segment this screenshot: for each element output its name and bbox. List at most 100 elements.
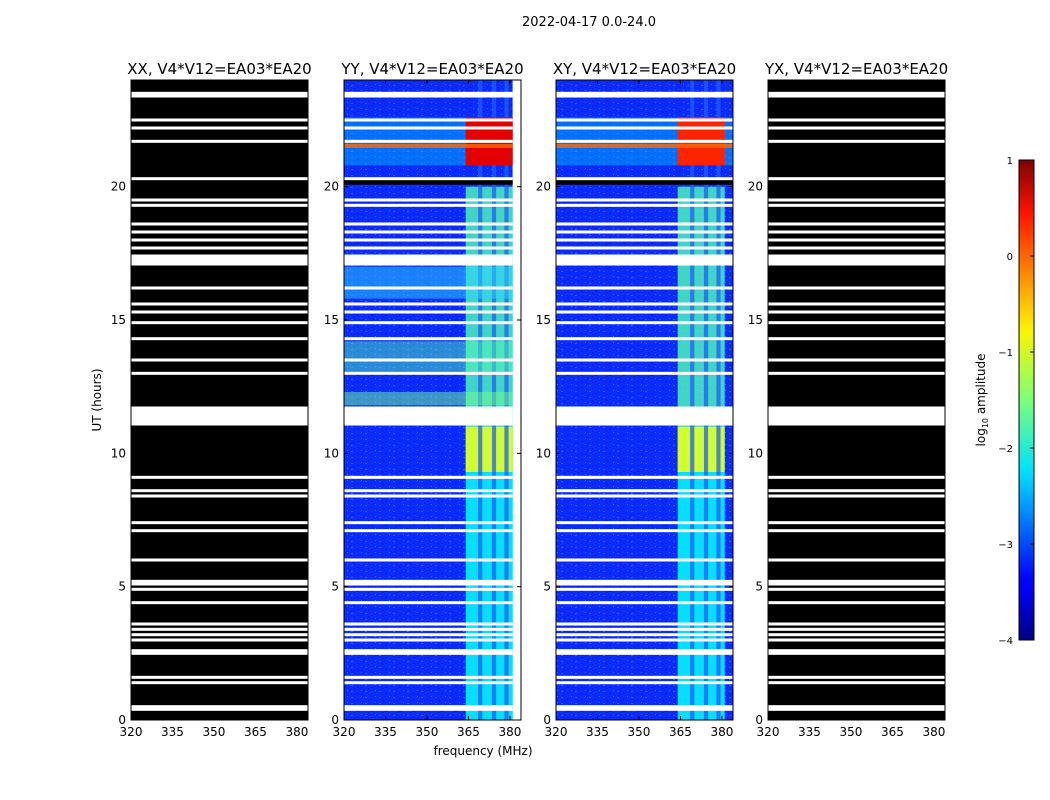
flagged-row	[131, 126, 308, 130]
flagged-row	[556, 422, 733, 426]
flagged-row	[556, 521, 733, 525]
flagged-row	[344, 302, 513, 306]
flagged-row	[344, 489, 513, 493]
flagged-row	[344, 91, 513, 95]
flagged-row	[768, 419, 945, 423]
flagged-row	[556, 302, 733, 306]
y-tick-label: 20	[536, 180, 551, 194]
flagged-row	[556, 633, 733, 637]
flagged-row	[768, 126, 945, 130]
flagged-row	[344, 627, 513, 631]
flagged-row	[131, 707, 308, 711]
flagged-row	[131, 681, 308, 685]
flagged-row	[556, 622, 733, 626]
warm-band	[344, 392, 513, 406]
flagged-row	[556, 371, 733, 375]
flagged-row	[768, 638, 945, 642]
flagged-row	[344, 337, 513, 341]
flagged-row	[344, 371, 513, 375]
flagged-row	[768, 406, 945, 410]
flagged-row	[556, 262, 733, 266]
y-tick-label: 10	[111, 446, 126, 460]
flagged-row	[768, 705, 945, 709]
flagged-row	[556, 358, 733, 362]
flagged-row	[131, 521, 308, 525]
flagged-row	[131, 94, 308, 98]
y-tick-label: 0	[755, 713, 763, 727]
flagged-row	[344, 409, 513, 413]
flagged-row	[556, 203, 733, 207]
flagged-row	[768, 409, 945, 413]
flagged-row	[344, 707, 513, 711]
flagged-row	[556, 257, 733, 261]
flagged-row	[768, 203, 945, 207]
flagged-row	[556, 681, 733, 685]
flagged-row	[344, 94, 513, 98]
flagged-row	[131, 529, 308, 533]
flagged-row	[131, 177, 308, 181]
flagged-row	[556, 246, 733, 250]
panel-3: XY, V4*V12=EA03*EA20 320 335 350 365 380 0 5 10 1…	[536, 60, 736, 739]
flagged-row	[344, 582, 513, 586]
x-tick-label: 335	[586, 725, 609, 739]
flagged-row	[556, 419, 733, 423]
flagged-row	[344, 529, 513, 533]
flagged-row	[768, 257, 945, 261]
flagged-row	[556, 579, 733, 583]
flagged-row	[768, 417, 945, 421]
flagged-row	[131, 91, 308, 95]
flagged-row	[131, 302, 308, 306]
rfi-channel-gap	[690, 80, 695, 720]
flagged-row	[344, 649, 513, 653]
flagged-row	[556, 558, 733, 562]
panel-frame	[130, 79, 309, 721]
flagged-row	[768, 230, 945, 234]
flagged-row	[768, 139, 945, 143]
flagged-row	[768, 651, 945, 655]
flagged-row	[344, 414, 513, 418]
flagged-row	[768, 675, 945, 679]
rfi-channel-gap	[703, 80, 709, 720]
flagged-row	[768, 579, 945, 583]
flagged-row	[344, 222, 513, 226]
flagged-row	[344, 246, 513, 250]
flagged-row	[556, 94, 733, 98]
flagged-row	[131, 257, 308, 261]
x-tick-label: 350	[416, 725, 439, 739]
flagged-row	[344, 177, 513, 181]
flagged-row	[344, 651, 513, 655]
flagged-row	[344, 579, 513, 583]
flagged-row	[556, 675, 733, 679]
flagged-row	[768, 371, 945, 375]
flagged-row	[131, 262, 308, 266]
flagged-row	[556, 417, 733, 421]
flagged-row	[556, 254, 733, 258]
flagged-row	[768, 558, 945, 562]
flagged-row	[556, 222, 733, 226]
flagged-row	[344, 521, 513, 525]
flagged-row	[344, 230, 513, 234]
flagged-row	[556, 118, 733, 122]
flagged-row	[344, 139, 513, 143]
no-data-area	[512, 80, 521, 720]
flagged-row	[131, 494, 308, 498]
y-tick-label: 15	[324, 313, 339, 327]
flagged-row	[344, 419, 513, 423]
flagged-row	[768, 286, 945, 290]
flagged-row	[131, 638, 308, 642]
flagged-row	[556, 238, 733, 242]
flagged-row	[768, 649, 945, 653]
y-tick-label: 20	[748, 180, 763, 194]
flagged-row	[131, 558, 308, 562]
flagged-row	[344, 494, 513, 498]
flagged-row	[131, 489, 308, 493]
flagged-row	[768, 91, 945, 95]
flagged-row	[344, 254, 513, 258]
flagged-row	[344, 203, 513, 207]
flagged-row	[556, 489, 733, 493]
flagged-row	[344, 422, 513, 426]
flagged-row	[131, 259, 308, 263]
colorbar-tick-label: −2	[998, 444, 1013, 455]
x-axis-label: frequency (MHz)	[433, 744, 532, 758]
y-tick-label: 10	[536, 446, 551, 460]
